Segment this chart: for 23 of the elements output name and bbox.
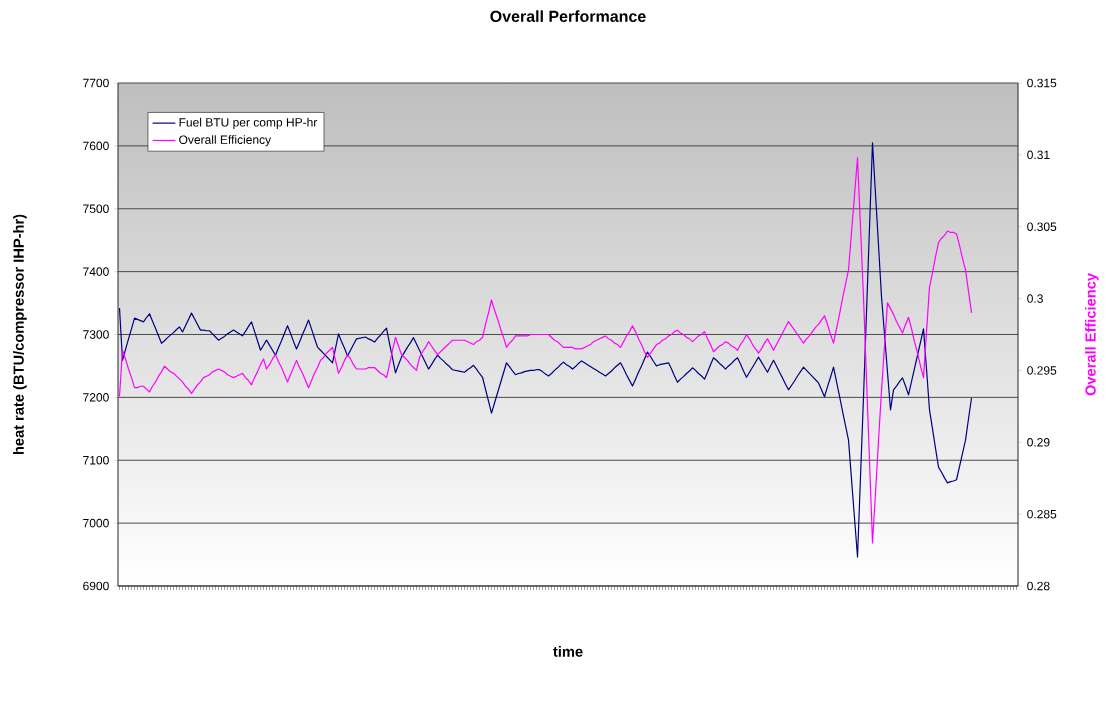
y2-axis-title: Overall Efficiency <box>1084 273 1099 396</box>
y2-tick-label: 0.29 <box>1027 438 1050 447</box>
y2-tick-label: 0.315 <box>1027 78 1057 88</box>
legend-label: Overall Efficiency <box>179 135 272 147</box>
y-tick-label: 6900 <box>83 581 109 591</box>
y-tick-label: 7200 <box>83 393 109 402</box>
y2-tick-label: 0.285 <box>1027 509 1057 519</box>
y-axis-title: heat rate (BTU/compressor IHP-hr) <box>13 214 27 455</box>
y2-tick-label: 0.305 <box>1027 222 1057 231</box>
x-axis-title: time <box>553 646 583 657</box>
y-tick-label: 7600 <box>83 141 109 151</box>
y2-tick-label: 0.3 <box>1027 294 1043 303</box>
y-tick-label: 7400 <box>83 267 109 276</box>
chart-title: Overall Performance <box>490 10 646 23</box>
y-tick-label: 7500 <box>83 204 109 214</box>
y-tick-label: 7000 <box>83 518 109 528</box>
y2-tick-label: 0.31 <box>1027 150 1050 160</box>
y-tick-label: 7100 <box>83 456 109 465</box>
y2-tick-label: 0.295 <box>1027 366 1057 375</box>
y2-tick-label: 0.28 <box>1027 581 1050 591</box>
y-tick-label: 7300 <box>83 330 109 339</box>
legend-label: Fuel BTU per comp HP-hr <box>179 117 318 129</box>
y-tick-label: 7700 <box>83 78 109 88</box>
